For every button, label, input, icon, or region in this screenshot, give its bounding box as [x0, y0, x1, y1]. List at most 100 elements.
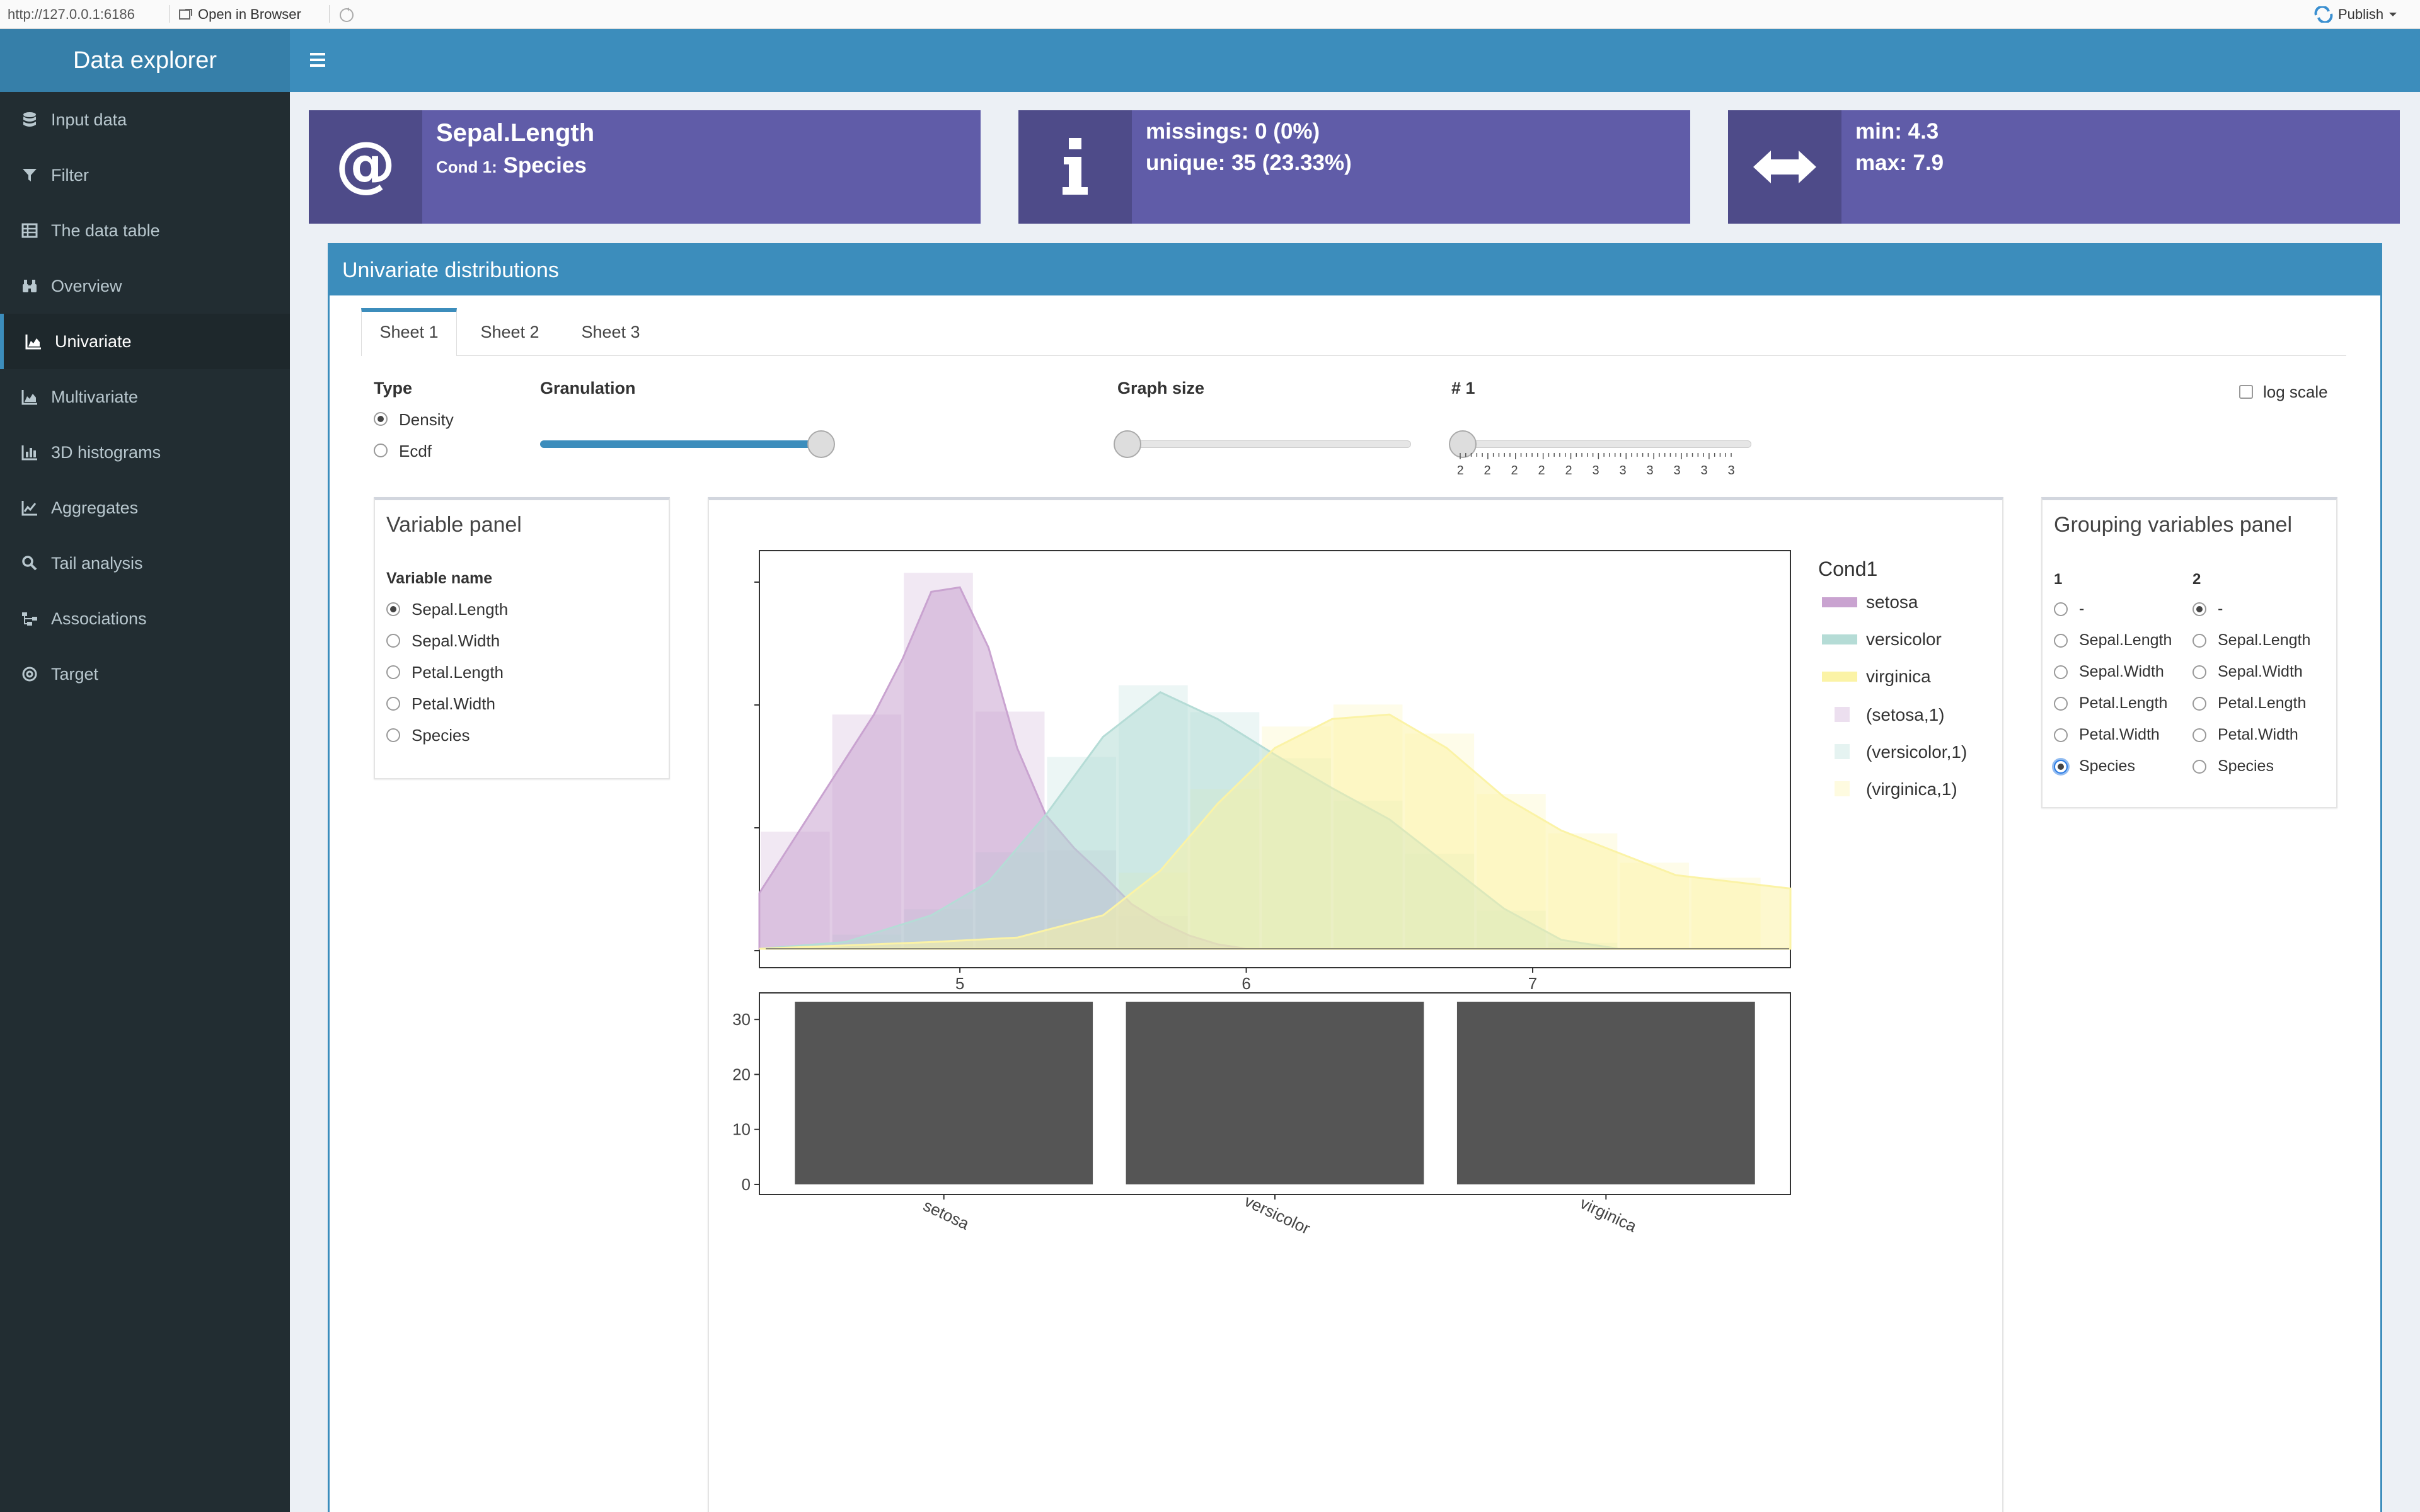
- distribution-plot: 5 6 7 Cond1 setosa versicolor virginica (setosa…: [732, 550, 1967, 1238]
- log-scale-checkbox[interactable]: [2239, 385, 2253, 399]
- sidebar-item-multivariate[interactable]: Multivariate: [0, 369, 290, 425]
- granulation-slider-track[interactable]: [540, 440, 834, 448]
- app-title: Data explorer: [72, 47, 217, 74]
- hamburger-menu-icon[interactable]: [309, 52, 328, 68]
- group-col2-radio[interactable]: [2192, 665, 2206, 679]
- group-option-label: Sepal.Length: [2079, 631, 2172, 649]
- open-in-browser-label: Open in Browser: [198, 6, 301, 22]
- ecdf-label: Ecdf: [399, 442, 432, 461]
- top-navbar: [290, 29, 2420, 92]
- variable-panel-title: Variable panel: [386, 513, 522, 537]
- variable-info-box: @ Sepal.Length Cond 1: Species: [309, 110, 981, 224]
- open-window-icon: [179, 9, 192, 20]
- group-col2-radio[interactable]: [2192, 602, 2206, 616]
- group-col1-radio[interactable]: [2054, 760, 2068, 774]
- legend-title: Cond1: [1818, 558, 1877, 580]
- ecdf-radio[interactable]: [374, 444, 388, 457]
- sidebar-item-label: 3D histograms: [51, 443, 161, 462]
- group-col2-radio[interactable]: [2192, 728, 2206, 742]
- granulation-slider-handle[interactable]: [807, 430, 835, 458]
- group-col2-radio[interactable]: [2192, 760, 2206, 774]
- info-icon: [1063, 138, 1088, 195]
- tab-sheet-2[interactable]: Sheet 2: [480, 323, 539, 341]
- sidebar-item-label: Input data: [51, 110, 127, 129]
- group-option-label: -: [2079, 600, 2085, 617]
- y-tick-label: 0: [742, 1175, 751, 1194]
- density-label: Density: [399, 410, 454, 429]
- group-col2-radio[interactable]: [2192, 697, 2206, 711]
- group-option-label: Petal.Length: [2079, 694, 2168, 712]
- sidebar-item-univariate[interactable]: Univariate: [0, 314, 290, 369]
- grouping-panel-title: Grouping variables panel: [2054, 513, 2293, 537]
- sidebar-item-overview[interactable]: Overview: [0, 258, 290, 314]
- variable-panel: Variable panel Variable name Sepal.Lengt…: [374, 497, 670, 779]
- slider-tick-label: 3: [1592, 464, 1599, 478]
- legend-label: setosa: [1866, 592, 1918, 612]
- variable-radio-petal-length[interactable]: [386, 665, 400, 679]
- group-col1-radio[interactable]: [2054, 697, 2068, 711]
- x-tick-label: 7: [1528, 974, 1537, 993]
- tab-sheet-3[interactable]: Sheet 3: [581, 323, 640, 341]
- n1-slider-handle[interactable]: [1449, 430, 1477, 458]
- group-col2-radio[interactable]: [2192, 634, 2206, 648]
- min-text: min: 4.3: [1855, 119, 1939, 144]
- slider-tick-label: 2: [1484, 464, 1490, 478]
- variable-radio-sepal-length[interactable]: [386, 602, 400, 616]
- target-icon: [22, 667, 37, 682]
- legend-swatch: [1822, 672, 1857, 682]
- tab-sheet-1[interactable]: Sheet 1: [361, 308, 457, 356]
- group-option-label: Sepal.Width: [2218, 663, 2303, 680]
- group-option-label: Species: [2079, 757, 2135, 775]
- sitemap-icon: [22, 612, 37, 626]
- sidebar-item-tail-analysis[interactable]: Tail analysis: [0, 536, 290, 591]
- database-icon: [23, 112, 36, 127]
- variable-radio-petal-width[interactable]: [386, 697, 400, 711]
- bar-chart-icon: [21, 445, 37, 461]
- sidebar-item-input-data[interactable]: Input data: [0, 92, 290, 147]
- sidebar-item-data-table[interactable]: The data table: [0, 203, 290, 258]
- density-radio[interactable]: [374, 412, 388, 426]
- n1-slider-track[interactable]: [1455, 440, 1751, 448]
- sidebar-item-3d-histograms[interactable]: 3D histograms: [0, 425, 290, 480]
- y-tick-label: 10: [732, 1120, 751, 1139]
- url-text: http://127.0.0.1:6186: [8, 6, 135, 22]
- missings-text: missings: 0 (0%): [1146, 119, 1320, 144]
- publish-button[interactable]: Publish: [2314, 4, 2397, 25]
- group-col1-radio[interactable]: [2054, 728, 2068, 742]
- group-col1-label: 1: [2054, 571, 2063, 588]
- grouping-panel: Grouping variables panel 1 2 - - Sepal.Len…: [2041, 497, 2337, 808]
- group-option-label: Sepal.Width: [2079, 663, 2164, 680]
- sidebar-item-label: Overview: [51, 277, 122, 295]
- variable-radio-sepal-width[interactable]: [386, 634, 400, 648]
- n1-label: # 1: [1451, 379, 1475, 398]
- slider-tick-label: 3: [1727, 464, 1734, 478]
- graph-size-slider-track[interactable]: [1117, 440, 1411, 448]
- variable-radio-species[interactable]: [386, 728, 400, 742]
- group-col1-radio[interactable]: [2054, 634, 2068, 648]
- condition-value: Species: [503, 153, 587, 178]
- divider: [169, 5, 170, 23]
- slider-tick-label: 2: [1538, 464, 1545, 478]
- divider: [329, 5, 330, 23]
- filter-icon: [23, 169, 37, 181]
- slider-tick-label: 2: [1511, 464, 1518, 478]
- open-in-browser-button[interactable]: Open in Browser: [179, 5, 301, 24]
- variable-name-label: Variable name: [386, 570, 493, 587]
- log-scale-label: log scale: [2263, 382, 2328, 401]
- x-tick-label: 6: [1242, 974, 1250, 993]
- refresh-icon[interactable]: [338, 6, 355, 24]
- sidebar-item-target[interactable]: Target: [0, 646, 290, 702]
- graph-size-slider-handle[interactable]: [1114, 430, 1141, 458]
- granulation-label: Granulation: [540, 379, 636, 398]
- group-option-label: -: [2218, 600, 2223, 617]
- sidebar-item-associations[interactable]: Associations: [0, 591, 290, 646]
- sidebar-item-aggregates[interactable]: Aggregates: [0, 480, 290, 536]
- group-col1-radio[interactable]: [2054, 665, 2068, 679]
- arrows-h-icon: [1753, 151, 1816, 183]
- density-area-virginica: [759, 713, 1792, 950]
- sidebar-item-filter[interactable]: Filter: [0, 147, 290, 203]
- table-icon: [21, 223, 38, 238]
- x-tick-label: versicolor: [1242, 1191, 1313, 1238]
- variable-option-label: Sepal.Width: [412, 631, 500, 650]
- group-col1-radio[interactable]: [2054, 602, 2068, 616]
